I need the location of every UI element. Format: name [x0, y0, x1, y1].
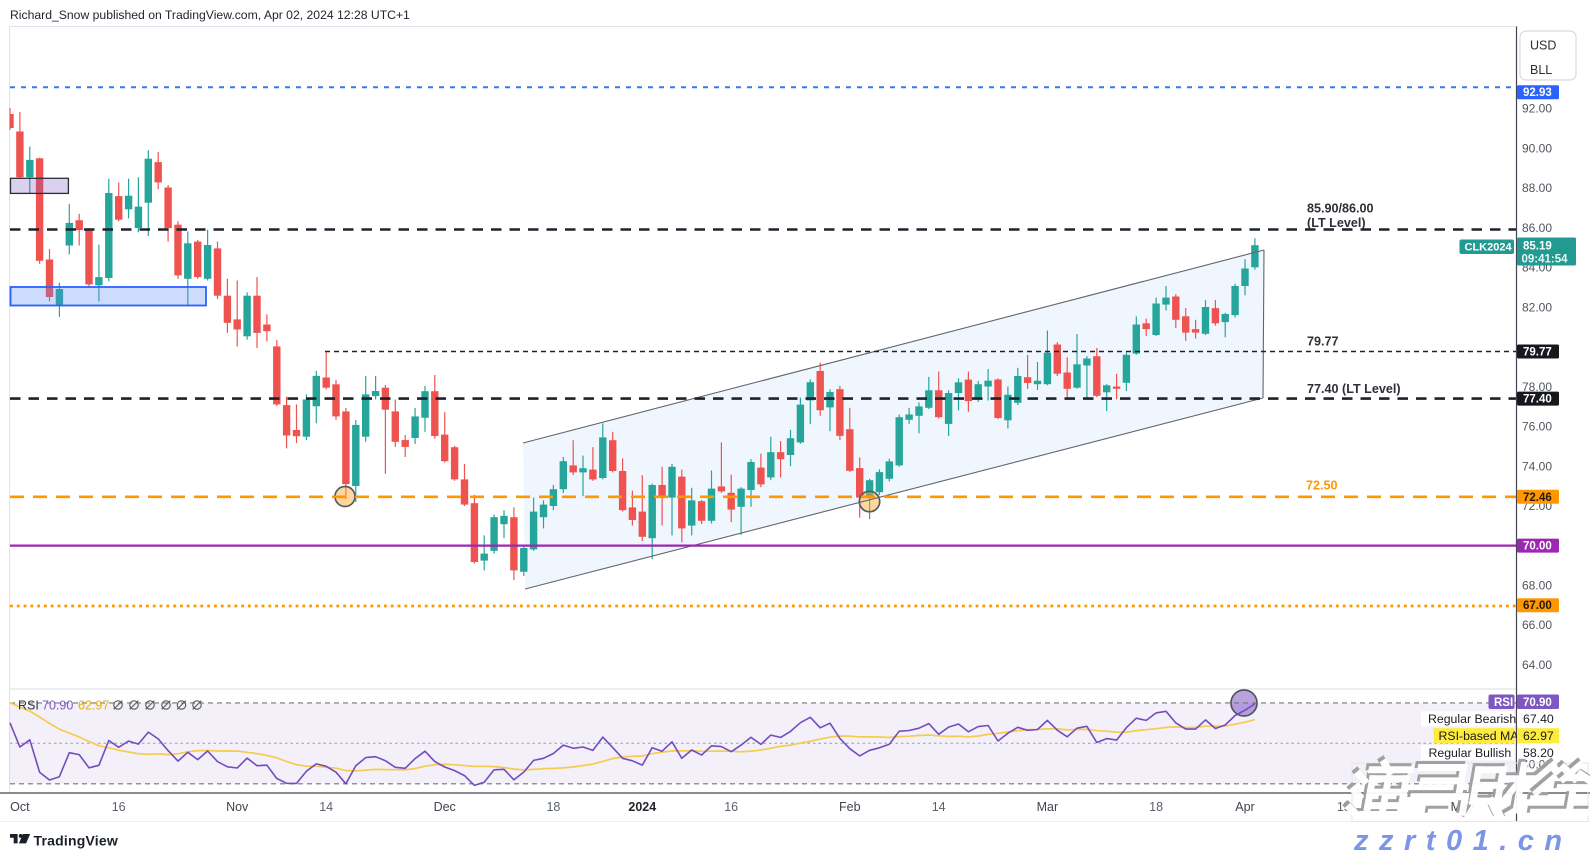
svg-text:Dec: Dec [434, 800, 456, 814]
svg-text:77.40 (LT Level): 77.40 (LT Level) [1307, 382, 1401, 396]
svg-text:67.00: 67.00 [1523, 600, 1552, 612]
svg-text:90.00: 90.00 [1522, 142, 1552, 156]
svg-text:Regular Bearish: Regular Bearish [1428, 712, 1516, 726]
svg-text:62.97: 62.97 [1523, 729, 1554, 743]
svg-text:86.00: 86.00 [1522, 221, 1552, 235]
svg-text:85.90/86.00: 85.90/86.00 [1307, 202, 1374, 216]
svg-text:85.19: 85.19 [1523, 241, 1552, 253]
svg-text:66.00: 66.00 [1522, 618, 1552, 632]
svg-text:Nov: Nov [226, 800, 249, 814]
svg-text:18: 18 [546, 800, 560, 814]
svg-text:Richard_Snow published on Trad: Richard_Snow published on TradingView.co… [10, 8, 410, 22]
svg-text:67.40: 67.40 [1523, 712, 1554, 726]
svg-text:14: 14 [319, 800, 333, 814]
svg-text:RSI: RSI [1494, 697, 1513, 709]
svg-text:14: 14 [932, 800, 946, 814]
svg-text:18: 18 [1149, 800, 1163, 814]
svg-text:76.00: 76.00 [1522, 420, 1552, 434]
svg-text:92.93: 92.93 [1523, 87, 1552, 99]
svg-text:72.50: 72.50 [1306, 479, 1338, 493]
svg-text:82.00: 82.00 [1522, 300, 1552, 314]
svg-text:zzrt01.cn: zzrt01.cn [1353, 825, 1573, 857]
svg-text:64.00: 64.00 [1522, 658, 1552, 672]
svg-text:2024: 2024 [628, 800, 656, 814]
svg-text:16: 16 [112, 800, 126, 814]
svg-text:68.00: 68.00 [1522, 578, 1552, 592]
svg-text:79.77: 79.77 [1523, 347, 1552, 359]
svg-text:72.46: 72.46 [1523, 492, 1552, 504]
svg-text:Feb: Feb [839, 800, 861, 814]
svg-text:Apr: Apr [1235, 800, 1254, 814]
svg-text:(LT Level): (LT Level) [1307, 216, 1366, 230]
svg-text:79.77: 79.77 [1307, 335, 1339, 349]
svg-text:TradingView: TradingView [34, 833, 118, 849]
svg-text:78.00: 78.00 [1522, 380, 1552, 394]
svg-text:Oct: Oct [10, 800, 30, 814]
svg-text:70.90: 70.90 [1523, 697, 1552, 709]
svg-text:CLK2024: CLK2024 [1465, 242, 1513, 254]
svg-text:92.00: 92.00 [1522, 102, 1552, 116]
svg-text:Mar: Mar [1037, 800, 1059, 814]
svg-text:74.00: 74.00 [1522, 459, 1552, 473]
svg-text:77.40: 77.40 [1523, 394, 1552, 406]
svg-text:RSI: RSI [18, 699, 39, 713]
svg-text:Regular Bullish: Regular Bullish [1429, 746, 1512, 760]
svg-text:USD: USD [1530, 39, 1556, 53]
svg-text:RSI-based MA: RSI-based MA [1439, 729, 1520, 743]
svg-text:16: 16 [724, 800, 738, 814]
svg-text:62.97: 62.97 [78, 699, 109, 713]
svg-text:09:41:54: 09:41:54 [1522, 254, 1569, 266]
svg-text:88.00: 88.00 [1522, 181, 1552, 195]
svg-text:70.90: 70.90 [42, 699, 73, 713]
svg-text:70.00: 70.00 [1523, 541, 1552, 553]
svg-text:58.20: 58.20 [1523, 746, 1554, 760]
svg-text:BLL: BLL [1530, 63, 1552, 77]
